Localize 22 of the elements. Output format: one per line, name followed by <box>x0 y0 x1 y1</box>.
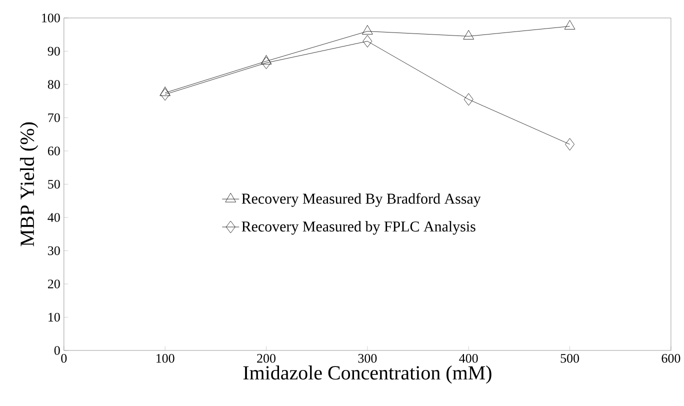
x-tick-label: 500 <box>560 354 580 363</box>
y-tick-label: 10 <box>48 312 60 322</box>
y-tick-label: 60 <box>48 146 60 156</box>
x-tick-label: 400 <box>459 354 478 363</box>
y-axis-title: MBP Yield (%) <box>20 122 38 246</box>
legend-label: Recovery Measured by FPLC Analysis <box>242 220 476 234</box>
y-tick-label: 100 <box>42 13 60 22</box>
x-tick-label: 0 <box>61 354 67 363</box>
x-tick-label: 600 <box>662 354 680 363</box>
y-tick-label: 80 <box>48 80 60 89</box>
y-tick-label: 30 <box>48 246 60 255</box>
legend-label: Recovery Measured By Bradford Assay <box>242 192 481 207</box>
x-tick-label: 100 <box>156 354 174 363</box>
y-tick-label: 40 <box>48 212 60 222</box>
y-tick-label: 70 <box>48 113 60 122</box>
x-tick-label: 200 <box>257 354 276 363</box>
x-tick-label: 300 <box>358 354 377 363</box>
x-axis-title: Imidazole Concentration (mM) <box>243 365 492 384</box>
y-tick-label: 50 <box>48 180 60 188</box>
y-tick-label: 20 <box>48 279 60 288</box>
y-tick-label: 90 <box>48 46 60 56</box>
y-tick-label: 0 <box>54 346 60 355</box>
